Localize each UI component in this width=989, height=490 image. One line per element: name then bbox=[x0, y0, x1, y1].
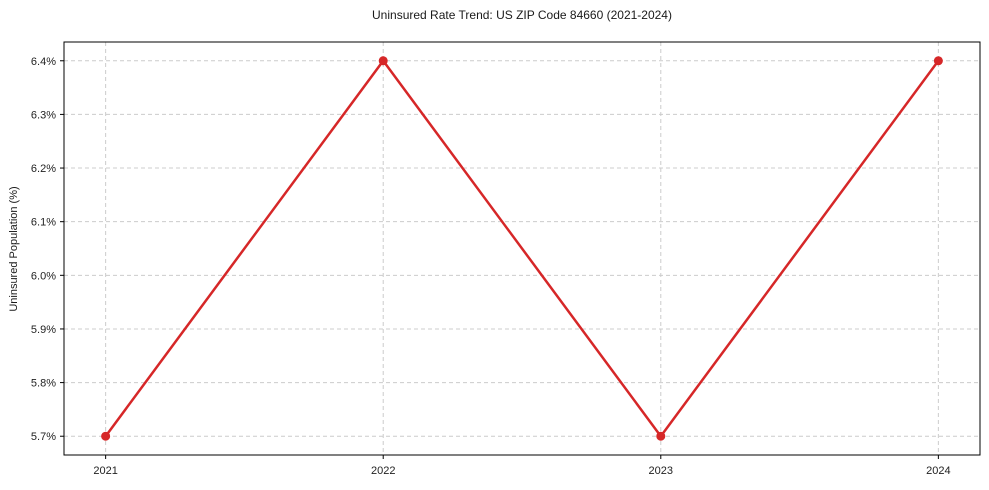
y-tick-label: 6.0% bbox=[31, 270, 56, 282]
y-tick-label: 6.1% bbox=[31, 217, 56, 229]
x-tick-label: 2022 bbox=[371, 465, 395, 477]
y-tick-label: 6.3% bbox=[31, 109, 56, 121]
y-tick-label: 5.7% bbox=[31, 431, 56, 443]
axes-frame bbox=[63, 41, 981, 456]
y-tick-label: 5.9% bbox=[31, 324, 56, 336]
x-tick-label: 2024 bbox=[926, 465, 950, 477]
data-point bbox=[933, 56, 943, 66]
x-tick-label: 2021 bbox=[93, 465, 117, 477]
y-tick-label: 6.2% bbox=[31, 163, 56, 175]
y-tick-label: 6.4% bbox=[31, 56, 56, 68]
y-tick-label: 5.8% bbox=[31, 378, 56, 390]
data-point bbox=[378, 56, 388, 66]
data-point bbox=[101, 431, 111, 441]
chart-title: Uninsured Rate Trend: US ZIP Code 84660 … bbox=[372, 8, 672, 22]
data-point bbox=[656, 431, 666, 441]
y-axis-label: Uninsured Population (%) bbox=[8, 186, 20, 312]
trend-line bbox=[104, 59, 940, 438]
x-tick-label: 2023 bbox=[649, 465, 673, 477]
